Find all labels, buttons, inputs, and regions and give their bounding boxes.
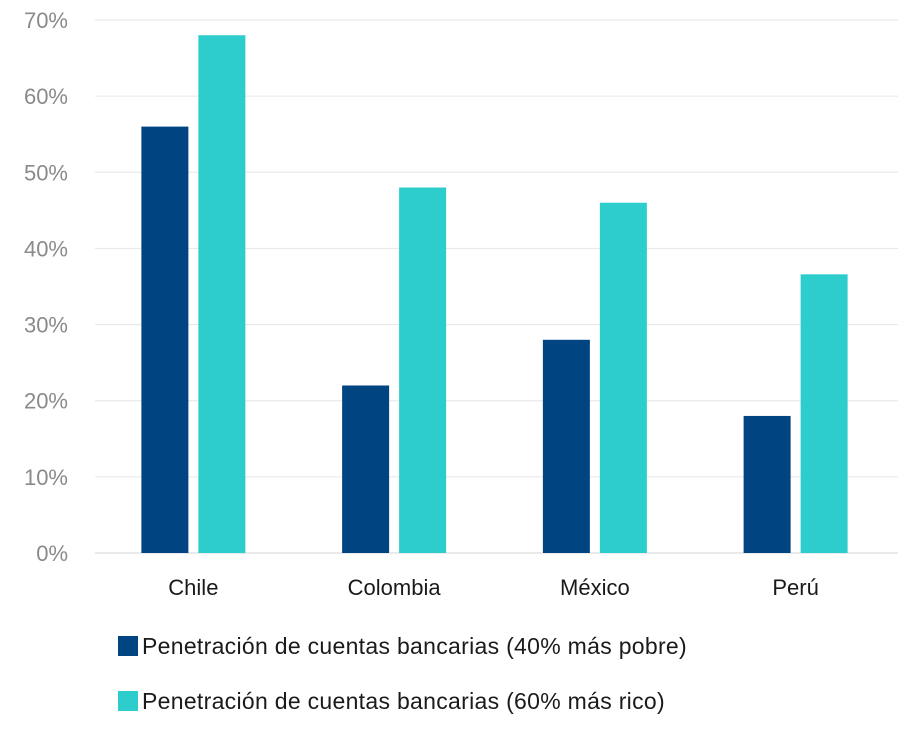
y-tick-label: 50% bbox=[24, 160, 68, 185]
y-tick-label: 60% bbox=[24, 84, 68, 109]
y-tick-label: 70% bbox=[24, 8, 68, 33]
bar bbox=[743, 415, 791, 553]
y-tick-label: 10% bbox=[24, 465, 68, 490]
chart-area: 0% 10% 20% 30% 40% 50% 60% 70% Chile Colombia Méxi… bbox=[24, 8, 898, 600]
legend-item-poorest: Penetración de cuentas bancarias (40% má… bbox=[118, 632, 687, 660]
bar bbox=[800, 274, 848, 553]
bar bbox=[542, 339, 590, 553]
y-tick-label: 0% bbox=[36, 541, 68, 566]
bar bbox=[399, 187, 447, 553]
x-tick-label: Chile bbox=[168, 575, 218, 600]
x-tick-label: Colombia bbox=[348, 575, 442, 600]
legend: Penetración de cuentas bancarias (40% má… bbox=[118, 632, 687, 742]
legend-label-poorest: Penetración de cuentas bancarias (40% má… bbox=[142, 632, 687, 659]
x-tick-label: México bbox=[560, 575, 630, 600]
bar bbox=[141, 126, 189, 553]
bar bbox=[198, 35, 246, 553]
y-tick-label: 40% bbox=[24, 236, 68, 261]
legend-swatch-poorest bbox=[118, 636, 138, 656]
bar bbox=[342, 385, 390, 553]
legend-label-richest: Penetración de cuentas bancarias (60% má… bbox=[142, 687, 665, 714]
bar bbox=[599, 202, 647, 553]
y-tick-label: 30% bbox=[24, 313, 68, 338]
legend-swatch-richest bbox=[118, 691, 138, 711]
x-tick-label: Perú bbox=[772, 575, 818, 600]
y-tick-label: 20% bbox=[24, 389, 68, 414]
legend-item-richest: Penetración de cuentas bancarias (60% má… bbox=[118, 687, 687, 715]
bar-chart: 0% 10% 20% 30% 40% 50% 60% 70% Chile Colombia Méxi… bbox=[24, 8, 898, 600]
